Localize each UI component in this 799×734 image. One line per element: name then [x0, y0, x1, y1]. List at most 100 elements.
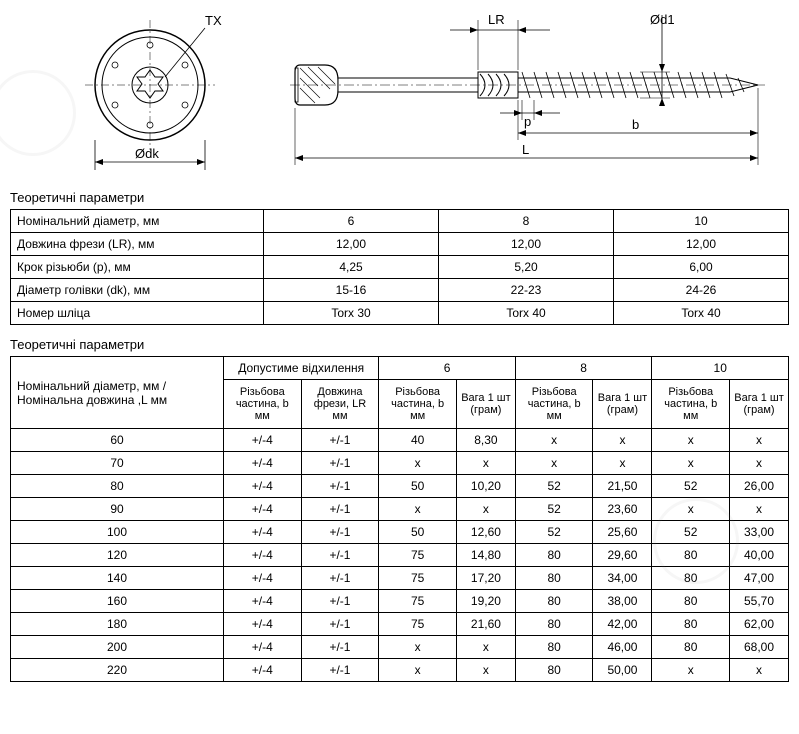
- cell: 50: [379, 475, 457, 498]
- t2-sub-thread-8: Різьбова частина, b мм: [515, 380, 593, 429]
- cell: +/-1: [301, 544, 379, 567]
- cell: 50: [379, 521, 457, 544]
- section2-title: Теоретичні параметри: [10, 337, 789, 352]
- cell: x: [515, 452, 593, 475]
- cell: 75: [379, 567, 457, 590]
- cell: 12,00: [439, 233, 614, 256]
- svg-text:LR: LR: [488, 12, 505, 27]
- table-row: Крок різьюби (p), мм 4,25 5,20 6,00: [11, 256, 789, 279]
- table-row: Діаметр голівки (dk), мм 15-16 22-23 24-…: [11, 279, 789, 302]
- cell: +/-1: [301, 475, 379, 498]
- cell: +/-4: [224, 498, 302, 521]
- cell: x: [730, 659, 789, 682]
- cell: Torx 30: [264, 302, 439, 325]
- section1-title: Теоретичні параметри: [10, 190, 789, 205]
- table-row: 220 +/-4 +/-1 x x 80 50,00 x x: [11, 659, 789, 682]
- cell: +/-4: [224, 567, 302, 590]
- cell: 34,00: [593, 567, 652, 590]
- cell: 4,25: [264, 256, 439, 279]
- cell: 29,60: [593, 544, 652, 567]
- cell: +/-1: [301, 429, 379, 452]
- cell: 52: [515, 475, 593, 498]
- cell: 8,30: [456, 429, 515, 452]
- cell: +/-1: [301, 659, 379, 682]
- svg-text:L: L: [522, 142, 529, 157]
- cell: 80: [652, 567, 730, 590]
- row-label: Номінальний діаметр, мм: [11, 210, 264, 233]
- row-label: Довжина фрези (LR), мм: [11, 233, 264, 256]
- cell: 52: [652, 475, 730, 498]
- table-row: 60 +/-4 +/-1 40 8,30 x x x x: [11, 429, 789, 452]
- cell: 68,00: [730, 636, 789, 659]
- cell: x: [593, 452, 652, 475]
- cell: 23,60: [593, 498, 652, 521]
- svg-text:b: b: [632, 117, 639, 132]
- cell: 19,20: [456, 590, 515, 613]
- cell: 40: [379, 429, 457, 452]
- len-cell: 80: [11, 475, 224, 498]
- cell: 15-16: [264, 279, 439, 302]
- t2-col10: 10: [652, 357, 789, 380]
- t2-sub-thread-10: Різьбова частина, b мм: [652, 380, 730, 429]
- cell: 12,60: [456, 521, 515, 544]
- cell: 10: [614, 210, 789, 233]
- len-cell: 220: [11, 659, 224, 682]
- cell: x: [515, 429, 593, 452]
- t2-sub-thread-6: Різьбова частина, b мм: [379, 380, 457, 429]
- cell: +/-1: [301, 498, 379, 521]
- len-cell: 140: [11, 567, 224, 590]
- cell: +/-1: [301, 452, 379, 475]
- table-row: Номер шліца Torx 30 Torx 40 Torx 40: [11, 302, 789, 325]
- cell: 21,50: [593, 475, 652, 498]
- len-cell: 90: [11, 498, 224, 521]
- table-row: 200 +/-4 +/-1 x x 80 46,00 80 68,00: [11, 636, 789, 659]
- label-tx: TX: [205, 13, 222, 28]
- cell: +/-1: [301, 636, 379, 659]
- table-row: 180 +/-4 +/-1 75 21,60 80 42,00 80 62,00: [11, 613, 789, 636]
- cell: x: [379, 636, 457, 659]
- cell: x: [730, 429, 789, 452]
- cell: +/-4: [224, 613, 302, 636]
- cell: 22-23: [439, 279, 614, 302]
- cell: x: [379, 498, 457, 521]
- cell: 12,00: [614, 233, 789, 256]
- cell: 80: [515, 659, 593, 682]
- cell: x: [652, 429, 730, 452]
- cell: +/-1: [301, 567, 379, 590]
- cell: 52: [652, 521, 730, 544]
- table-row: Довжина фрези (LR), мм 12,00 12,00 12,00: [11, 233, 789, 256]
- cell: 33,00: [730, 521, 789, 544]
- len-cell: 70: [11, 452, 224, 475]
- cell: +/-4: [224, 521, 302, 544]
- cell: 75: [379, 590, 457, 613]
- t2-col8: 8: [515, 357, 652, 380]
- cell: 80: [652, 590, 730, 613]
- table-row: Номінальний діаметр, мм 6 8 10: [11, 210, 789, 233]
- cell: 12,00: [264, 233, 439, 256]
- cell: 80: [652, 636, 730, 659]
- cell: 80: [515, 636, 593, 659]
- len-cell: 180: [11, 613, 224, 636]
- t2-sub-thread-tol: Різьбова частина, b мм: [224, 380, 302, 429]
- cell: 26,00: [730, 475, 789, 498]
- cell: 17,20: [456, 567, 515, 590]
- cell: 8: [439, 210, 614, 233]
- cell: x: [730, 452, 789, 475]
- cell: Torx 40: [614, 302, 789, 325]
- cell: x: [652, 498, 730, 521]
- len-cell: 60: [11, 429, 224, 452]
- cell: 10,20: [456, 475, 515, 498]
- cell: 75: [379, 613, 457, 636]
- len-cell: 200: [11, 636, 224, 659]
- cell: 6,00: [614, 256, 789, 279]
- table-row: 160 +/-4 +/-1 75 19,20 80 38,00 80 55,70: [11, 590, 789, 613]
- table-row: 70 +/-4 +/-1 x x x x x x: [11, 452, 789, 475]
- cell: 38,00: [593, 590, 652, 613]
- cell: 40,00: [730, 544, 789, 567]
- cell: 47,00: [730, 567, 789, 590]
- cell: +/-4: [224, 429, 302, 452]
- cell: 52: [515, 498, 593, 521]
- t2-main-label: Номінальний діаметр, мм / Номінальна дов…: [11, 357, 224, 429]
- cell: +/-4: [224, 590, 302, 613]
- cell: +/-4: [224, 636, 302, 659]
